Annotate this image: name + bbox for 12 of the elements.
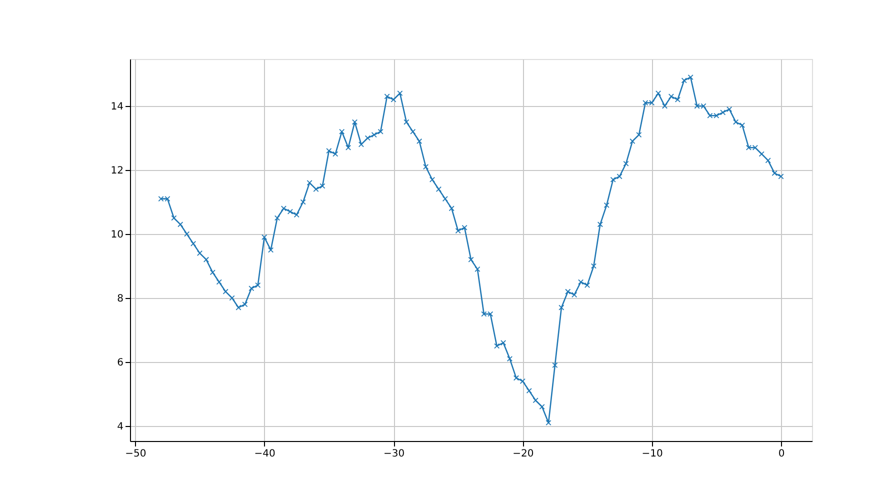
y-tick-label: 6 (117, 357, 124, 368)
x-tick-label: 0 (778, 448, 785, 460)
x-tick-label: −50 (125, 448, 146, 460)
x-tick-label: −20 (512, 448, 534, 460)
x-tick-label: −30 (383, 448, 405, 460)
x-tick-label: −40 (254, 448, 276, 460)
y-tick-label: 12 (110, 166, 124, 177)
y-tick-label: 14 (110, 102, 124, 113)
x-tick-label: −10 (642, 448, 663, 460)
y-tick-label: 8 (117, 293, 124, 304)
y-tick-label: 4 (117, 421, 124, 432)
y-tick-label: 10 (110, 230, 124, 241)
